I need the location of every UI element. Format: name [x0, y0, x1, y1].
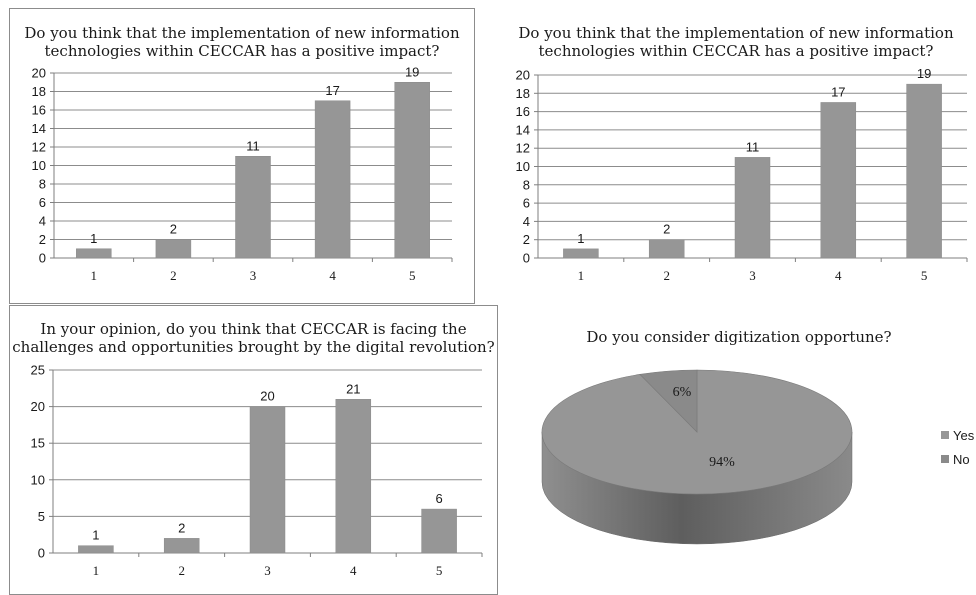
y-tick-label: 10 [32, 158, 46, 173]
pie-label-no: 6% [673, 385, 692, 400]
data-label: 1 [90, 231, 97, 246]
bar-2 [163, 538, 200, 554]
data-label: 2 [178, 520, 185, 535]
chart-panel-impact-1: Do you think that the implementation of … [9, 8, 475, 304]
chart-title-line-1: In your opinion, do you think that CECCA… [40, 320, 466, 338]
y-tick-label: 6 [523, 196, 530, 211]
chart-title: Do you consider digitization opportune? [586, 328, 891, 346]
y-tick-label: 20 [516, 68, 530, 83]
chart-panel-digitization: Do you consider digitization opportune? 9… [500, 310, 976, 595]
bar-1 [563, 248, 599, 259]
y-tick-label: 12 [516, 141, 530, 156]
pie-chart-digitization: Do you consider digitization opportune? 9… [541, 328, 975, 545]
y-tick-label: 14 [516, 122, 530, 137]
data-label: 1 [92, 528, 99, 543]
x-tick-label: 1 [91, 268, 98, 283]
y-tick-label: 10 [31, 472, 45, 487]
data-label: 2 [663, 222, 670, 237]
y-tick-label: 20 [31, 399, 45, 414]
data-label: 6 [435, 491, 442, 506]
chart-title-line-2: challenges and opportunities brought by … [12, 338, 494, 356]
x-tick-label: 2 [178, 563, 185, 578]
y-tick-label: 25 [31, 363, 45, 378]
legend-label-no: No [953, 452, 970, 467]
y-tick-label: 6 [39, 195, 46, 210]
data-label: 11 [746, 139, 760, 154]
data-label: 11 [246, 138, 260, 153]
x-tick-label: 1 [578, 268, 585, 283]
bar-2 [648, 239, 685, 259]
pie-slice-no [639, 369, 698, 433]
legend-swatch-yes [941, 431, 949, 439]
y-tick-label: 10 [516, 159, 530, 174]
data-label: 2 [170, 222, 177, 237]
y-tick-label: 15 [31, 436, 45, 451]
bar-5 [421, 508, 457, 554]
y-tick-label: 2 [39, 232, 46, 247]
y-tick-label: 2 [523, 232, 530, 247]
chart-panel-digital-revolution: In your opinion, do you think that CECCA… [9, 305, 498, 595]
chart-title-line-1: Do you think that the implementation of … [518, 24, 954, 42]
data-label: 19 [917, 66, 931, 81]
y-tick-label: 18 [32, 84, 46, 99]
x-tick-label: 3 [749, 268, 756, 283]
x-tick-label: 3 [264, 563, 271, 578]
x-tick-label: 1 [93, 563, 100, 578]
y-tick-label: 0 [39, 251, 46, 266]
bar-chart-digital-revolution: In your opinion, do you think that CECCA… [12, 320, 494, 578]
x-tick-label: 4 [835, 268, 842, 283]
data-label: 21 [346, 381, 360, 396]
bar-4 [820, 102, 857, 259]
data-label: 20 [260, 389, 274, 404]
y-tick-label: 4 [39, 214, 46, 229]
x-tick-label: 4 [329, 268, 336, 283]
y-tick-label: 4 [523, 214, 530, 229]
bar-1 [76, 248, 112, 259]
x-tick-label: 5 [409, 268, 416, 283]
x-tick-label: 3 [250, 268, 257, 283]
y-tick-label: 0 [38, 546, 45, 561]
bar-5 [906, 83, 942, 259]
x-tick-label: 4 [350, 563, 357, 578]
y-tick-label: 18 [516, 86, 530, 101]
pie-label-yes: 94% [709, 455, 735, 470]
y-tick-label: 0 [523, 251, 530, 266]
y-tick-label: 14 [32, 121, 46, 136]
x-tick-label: 2 [170, 268, 177, 283]
y-tick-label: 12 [32, 140, 46, 155]
bar-3 [235, 156, 271, 259]
x-tick-label: 2 [663, 268, 670, 283]
bar-5 [394, 82, 430, 259]
data-label: 1 [577, 231, 584, 246]
bar-chart-impact-2: Do you think that the implementation of … [516, 24, 968, 283]
y-tick-label: 16 [516, 104, 530, 119]
chart-title-line-2: technologies within CECCAR has a positiv… [539, 42, 934, 60]
data-label: 19 [405, 64, 419, 79]
bar-2 [155, 239, 192, 259]
y-tick-label: 8 [523, 177, 530, 192]
bar-chart-impact-1: Do you think that the implementation of … [24, 24, 460, 283]
y-tick-label: 20 [32, 66, 46, 81]
data-label: 17 [831, 84, 845, 99]
legend-label-yes: Yes [953, 428, 975, 443]
bar-4 [335, 399, 372, 554]
chart-panel-impact-2: Do you think that the implementation of … [496, 10, 976, 302]
bar-4 [314, 100, 351, 259]
chart-title-line-1: Do you think that the implementation of … [24, 24, 460, 42]
y-tick-label: 8 [39, 177, 46, 192]
x-tick-label: 5 [921, 268, 928, 283]
bar-3 [734, 157, 771, 259]
y-tick-label: 5 [38, 509, 45, 524]
chart-title-line-2: technologies within CECCAR has a positiv… [45, 42, 440, 60]
data-label: 17 [325, 83, 339, 98]
y-tick-label: 16 [32, 103, 46, 118]
x-tick-label: 5 [436, 563, 443, 578]
bar-3 [249, 406, 286, 554]
legend-swatch-no [941, 455, 949, 463]
bar-1 [78, 545, 114, 554]
